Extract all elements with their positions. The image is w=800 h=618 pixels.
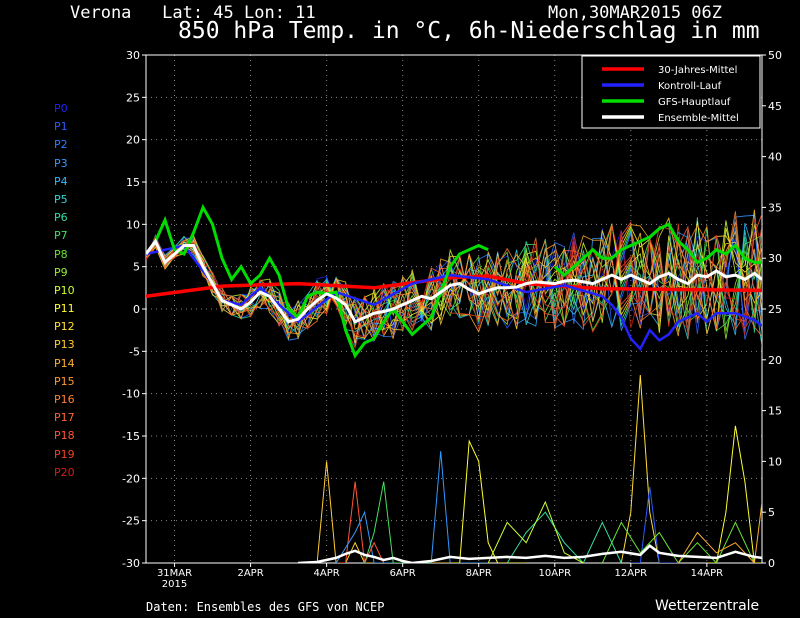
x-tick-label: 8APR (466, 568, 492, 579)
y-left-tick-label: 10 (126, 218, 140, 231)
precip-line-p10 (487, 500, 584, 563)
legend-label: GFS-Hauptlauf (658, 97, 731, 108)
y-right-tick-label: 25 (768, 303, 782, 316)
member-label-p14: P14 (54, 356, 75, 370)
member-label-p10: P10 (54, 283, 75, 297)
y-left-tick-label: 5 (133, 261, 140, 274)
chart-series (146, 203, 762, 563)
y-left-tick-label: -5 (129, 345, 140, 358)
precip-line-p11 (706, 425, 762, 563)
x-tick-label: 12APR (615, 568, 648, 579)
member-label-p3: P3 (54, 156, 68, 170)
precip-line-p7 (364, 481, 432, 563)
control-run-line (146, 244, 762, 351)
y-right-tick-label: 5 (768, 506, 775, 519)
x-tick-label: 10APR (538, 568, 571, 579)
member-temp-line-p11 (146, 221, 762, 344)
x-tick-label: 2APR (237, 568, 263, 579)
member-label-p6: P6 (54, 211, 68, 225)
legend-label: Kontroll-Lauf (658, 81, 722, 92)
y-left-tick-label: -20 (122, 472, 140, 485)
y-right-tick-label: 0 (768, 557, 775, 570)
member-label-p11: P11 (54, 302, 75, 316)
member-label-p12: P12 (54, 320, 75, 334)
member-label-p17: P17 (54, 411, 75, 425)
precip-line-p3 (335, 451, 489, 563)
member-label-p4: P4 (54, 174, 68, 188)
main-run-line (146, 203, 762, 359)
member-label-p13: P13 (54, 338, 75, 352)
y-left-tick-label: -30 (122, 557, 140, 570)
y-left-tick-label: 15 (126, 176, 140, 189)
precip-line-p11 (450, 439, 527, 563)
precip-line-p12 (620, 374, 679, 563)
run-timestamp: Mon,30MAR2015 06Z (548, 3, 722, 23)
y-left-tick-label: 0 (133, 303, 140, 316)
y-left-tick-label: -10 (122, 388, 140, 401)
member-label-p0: P0 (54, 102, 68, 115)
y-right-tick-label: 50 (768, 49, 782, 62)
member-label-p2: P2 (54, 138, 68, 152)
precip-line-p13 (298, 461, 451, 563)
precip-line-p18 (336, 481, 413, 563)
member-label-p20: P20 (54, 465, 75, 479)
chart-title: 850 hPa Temp. in °C, 6h-Niederschlag in … (178, 18, 760, 44)
precip-line-p8 (601, 521, 755, 563)
chart-legend: 30-Jahres-Mittel Kontroll-Lauf GFS-Hauptla… (581, 55, 761, 129)
y-right-tick-label: 45 (768, 100, 782, 113)
member-label-p5: P5 (54, 192, 68, 206)
member-label-p8: P8 (54, 247, 68, 261)
x-tick-sublabel: 2015 (162, 579, 187, 590)
y-left-tick-label: -15 (122, 430, 140, 443)
ensemble-mean-line (146, 238, 762, 324)
y-left-tick-label: -25 (122, 515, 140, 528)
member-label-p16: P16 (54, 393, 75, 406)
precip-line-p14 (677, 501, 762, 563)
member-label-p15: P15 (54, 374, 75, 388)
data-source-credit: Daten: Ensembles des GFS von NCEP (146, 600, 385, 614)
y-right-tick-label: 15 (768, 405, 782, 418)
member-temp-line-p17 (146, 213, 762, 331)
member-temp-line-p7 (146, 223, 762, 332)
precip-line-p6 (506, 511, 622, 563)
precip-line-p1 (630, 486, 679, 563)
precip-ensemble-mean-line (298, 544, 762, 563)
y-left-tick-label: 20 (126, 134, 140, 147)
y-left-tick-label: 25 (126, 91, 140, 104)
member-label-p18: P18 (54, 429, 75, 443)
x-tick-label: 14APR (691, 568, 724, 579)
x-tick-label: 4APR (314, 568, 340, 579)
chart-axes: 302520151050-5-10-15-20-25-3050454035302… (122, 49, 782, 590)
brand-label: Wetterzentrale (655, 598, 760, 614)
y-left-tick-label: 30 (126, 49, 140, 62)
location-label: Verona Lat: 45 Lon: 11 (70, 3, 316, 23)
member-temp-line-p19 (146, 223, 762, 341)
legend-label: 30-Jahres-Mittel (658, 65, 737, 76)
member-label-p7: P7 (54, 229, 68, 243)
y-right-tick-label: 30 (768, 252, 782, 265)
ensemble-member-legend: P0 P1 P2 P3 P4 P5 P6 P7 P8 P9 P10 P11 P12 P13 P14 P15 P1… (54, 100, 75, 482)
y-right-tick-label: 10 (768, 455, 782, 468)
y-right-tick-label: 20 (768, 354, 782, 367)
x-tick-label: 6APR (390, 568, 416, 579)
y-right-tick-label: 35 (768, 201, 782, 214)
legend-label: Ensemble-Mittel (658, 113, 739, 124)
member-label-p19: P19 (54, 447, 75, 461)
x-tick-label: 31MAR (157, 568, 192, 579)
y-right-tick-label: 40 (768, 151, 782, 164)
plot-area (146, 203, 762, 563)
member-label-p9: P9 (54, 265, 68, 279)
member-temp-line-p12 (146, 216, 762, 339)
member-label-p1: P1 (54, 120, 68, 134)
